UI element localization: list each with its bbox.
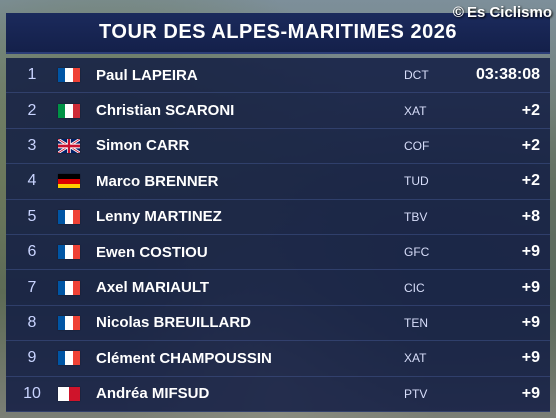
team-code: XAT <box>404 103 427 118</box>
france-flag-icon <box>58 68 80 83</box>
team-code: TEN <box>404 315 428 330</box>
standings-list: 1 Paul LAPEIRA DCT 03:38:08 2 Christian SCARO… <box>6 58 550 412</box>
standings-row: 9 Clément CHAMPOUSSIN XAT +9 <box>6 341 550 377</box>
rank-number: 8 <box>27 313 37 331</box>
france-flag-icon <box>58 245 80 260</box>
rank-number: 4 <box>27 172 37 190</box>
france-flag-icon <box>58 209 80 224</box>
team-code: GFC <box>404 245 430 260</box>
rank-number: 3 <box>27 136 37 154</box>
standings-row: 2 Christian SCARONI XAT +2 <box>6 93 550 129</box>
rider-time: +9 <box>521 349 540 367</box>
france-flag-icon <box>58 351 80 366</box>
copyright-icon: © <box>452 3 464 21</box>
rank-number: 10 <box>23 384 41 402</box>
standings-row: 3 Simon CARR COF +2 <box>6 128 550 165</box>
rank-number: 6 <box>27 243 37 261</box>
team-code: DCT <box>404 68 429 83</box>
rank-number: 1 <box>27 66 37 84</box>
uk-flag-icon <box>58 138 80 153</box>
team-code: CIC <box>404 280 425 295</box>
rider-name: Marco BRENNER <box>96 172 219 190</box>
italy-flag-icon <box>58 103 80 118</box>
rank-number: 5 <box>27 207 37 225</box>
rider-name: Clément CHAMPOUSSIN <box>96 349 272 367</box>
standings-row: 4 Marco BRENNER TUD +2 <box>6 164 550 200</box>
standings-board: TOUR DES ALPES-MARITIMES 2026 1 Paul LAPE… <box>6 13 550 412</box>
germany-flag-icon <box>58 174 80 189</box>
france-flag-icon <box>58 280 80 295</box>
team-code: TBV <box>404 209 428 224</box>
rank-number: 2 <box>27 101 37 119</box>
rider-time: +9 <box>521 313 540 331</box>
standings-row: 7 Axel MARIAULT CIC +9 <box>6 270 550 306</box>
rider-name: Nicolas BREUILLARD <box>96 314 252 332</box>
malta-flag-icon <box>58 386 80 401</box>
rider-name: Ewen COSTIOU <box>96 243 208 261</box>
rider-time: +2 <box>521 136 540 154</box>
rider-name: Andréa MIFSUD <box>96 385 210 403</box>
team-code: TUD <box>404 174 429 189</box>
standings-row: 8 Nicolas BREUILLARD TEN +9 <box>6 305 550 342</box>
rank-number: 7 <box>27 278 37 296</box>
standings-row: 10 Andréa MIFSUD PTV +9 <box>6 376 550 412</box>
race-title: TOUR DES ALPES-MARITIMES 2026 <box>6 13 550 54</box>
rider-time: +2 <box>521 101 540 119</box>
team-code: XAT <box>404 351 427 366</box>
rider-time: 03:38:08 <box>475 66 540 84</box>
team-code: PTV <box>404 386 428 401</box>
team-code: COF <box>404 138 430 153</box>
rider-name: Axel MARIAULT <box>96 279 210 297</box>
watermark: © Es Ciclismo <box>453 2 552 22</box>
rider-time: +2 <box>521 172 540 190</box>
rider-time: +9 <box>521 243 540 261</box>
rank-number: 9 <box>27 349 37 367</box>
rider-time: +8 <box>521 207 540 225</box>
rider-name: Lenny MARTINEZ <box>96 208 222 226</box>
rider-time: +9 <box>521 278 540 296</box>
rider-name: Paul LAPEIRA <box>96 66 198 84</box>
watermark-text: Es Ciclismo <box>466 3 552 21</box>
standings-row: 1 Paul LAPEIRA DCT 03:38:08 <box>6 58 550 94</box>
standings-row: 5 Lenny MARTINEZ TBV +8 <box>6 199 550 235</box>
rider-name: Simon CARR <box>96 137 190 155</box>
rider-name: Christian SCARONI <box>96 102 235 120</box>
standings-row: 6 Ewen COSTIOU GFC +9 <box>6 234 550 271</box>
france-flag-icon <box>58 315 80 330</box>
rider-time: +9 <box>521 384 540 402</box>
